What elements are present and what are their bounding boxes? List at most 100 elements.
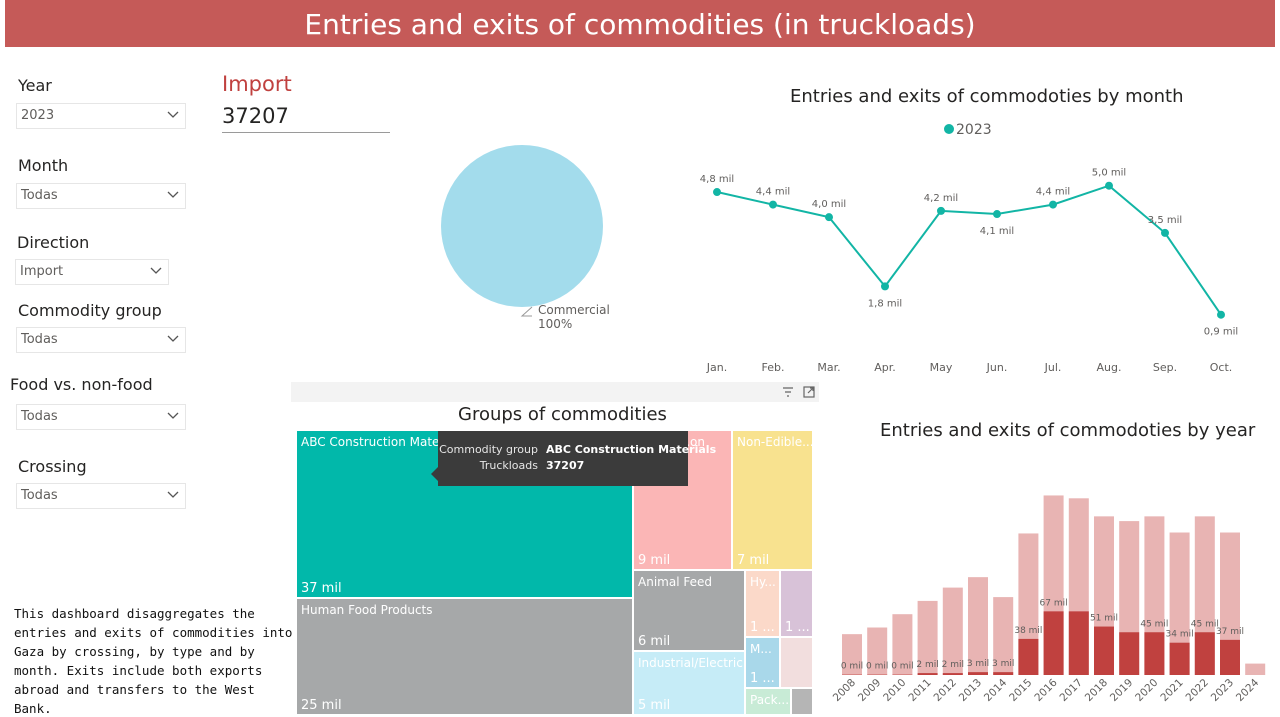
month-dropdown[interactable]: Todas [16, 183, 186, 209]
bar-total[interactable] [842, 634, 862, 675]
line-x-tick: Jan. [706, 361, 727, 374]
crossing-dropdown[interactable]: Todas [16, 483, 186, 509]
line-point[interactable] [1161, 228, 1169, 237]
bar-total[interactable] [917, 600, 938, 675]
bar-import[interactable] [1144, 632, 1165, 675]
card-value: 37207 [222, 104, 289, 128]
year-dropdown[interactable]: 2023 [16, 103, 186, 129]
direction-dropdown[interactable]: Import [15, 259, 169, 285]
treemap-cell-value: 5 mil [638, 698, 671, 713]
bar-x-tick: 2008 [831, 677, 858, 704]
bar-x-tick: 2020 [1133, 677, 1160, 704]
food-dropdown[interactable]: Todas [16, 404, 186, 430]
line-point[interactable] [993, 210, 1001, 219]
bar-data-label: 38 mil [1014, 626, 1042, 636]
treemap-tooltip: Commodity group ABC Construction Materia… [431, 431, 716, 486]
line-point[interactable] [881, 282, 889, 291]
bar-total[interactable] [1245, 663, 1266, 675]
month-dropdown-value: Todas [21, 188, 58, 203]
chevron-down-icon [167, 335, 179, 342]
bar-x-tick: 2016 [1032, 676, 1060, 704]
treemap-cell[interactable]: Animal Feed 6 mil [633, 570, 745, 651]
treemap-cell[interactable]: Industrial/Electric... 5 mil [633, 651, 745, 715]
treemap-cell[interactable]: Non-Edible... 7 mil [732, 430, 813, 570]
month-slicer-label: Month [18, 156, 69, 175]
bar-import[interactable] [917, 673, 938, 675]
commodity-group-dropdown[interactable]: Todas [16, 327, 186, 353]
commodity-group-slicer-label: Commodity group [18, 301, 162, 320]
chevron-down-icon [167, 412, 179, 419]
bar-import[interactable] [1068, 611, 1089, 675]
pie-leader-line [520, 306, 533, 317]
bar-data-label: 67 mil [1040, 598, 1068, 608]
bar-data-label: 0 mil [841, 662, 863, 672]
bar-total[interactable] [1169, 532, 1190, 676]
treemap-cell[interactable]: Hy... 1 ... [745, 570, 780, 637]
bar-total[interactable] [867, 627, 888, 676]
direction-slicer-label: Direction [17, 233, 90, 252]
treemap-cell[interactable]: Human Food Products 25 mil [296, 598, 633, 715]
line-point[interactable] [769, 200, 777, 209]
line-x-tick: Sep. [1153, 361, 1177, 374]
line-x-tick: Feb. [762, 361, 785, 374]
bar-data-label: 3 mil [967, 659, 989, 669]
bar-import[interactable] [1119, 632, 1140, 675]
bar-import[interactable] [1043, 611, 1064, 675]
line-point[interactable] [825, 213, 833, 222]
bar-import[interactable] [993, 672, 1014, 675]
bar-chart-title: Entries and exits of commodoties by year [880, 420, 1256, 441]
treemap-cell[interactable] [791, 688, 813, 715]
treemap-cell[interactable]: M... 1 ... [745, 637, 780, 688]
bar-total[interactable] [892, 614, 913, 675]
bar-x-tick: 2010 [881, 677, 908, 704]
line-point[interactable] [1105, 181, 1113, 190]
treemap-cell-label: Human Food Products [301, 603, 433, 617]
bar-data-label: 51 mil [1090, 614, 1118, 624]
tooltip-arrow [431, 467, 438, 481]
bar-x-tick: 2015 [1007, 677, 1034, 704]
card-underline [222, 132, 390, 133]
bar-data-label: 0 mil [866, 662, 888, 672]
treemap-cell-label: M... [750, 642, 772, 656]
line-chart-legend: 2023 [944, 122, 992, 138]
pie-slice-commercial[interactable] [441, 145, 603, 307]
treemap-cell-value: 9 mil [638, 553, 671, 568]
filter-icon[interactable] [781, 385, 795, 399]
chevron-down-icon [167, 491, 179, 498]
bar-data-label: 3 mil [992, 659, 1014, 669]
bar-x-tick: 2012 [932, 677, 959, 704]
bar-x-tick: 2022 [1184, 677, 1211, 704]
treemap-cell-label: Non-Edible... [737, 435, 813, 449]
treemap-cell-value: 6 mil [638, 634, 671, 649]
treemap-cell-value: 1 ... [785, 620, 810, 635]
focus-mode-icon[interactable] [802, 385, 816, 399]
treemap-cell-value: 1 ... [750, 671, 775, 686]
treemap-cell[interactable]: Pack... [745, 688, 791, 715]
line-x-tick: Oct. [1210, 361, 1233, 374]
line-point[interactable] [713, 188, 721, 197]
dashboard-description: This dashboard disaggregates the entries… [14, 606, 293, 716]
bar-x-tick: 2011 [906, 677, 933, 704]
line-point[interactable] [937, 206, 945, 215]
bar-total[interactable] [993, 597, 1014, 675]
treemap-cell-label: Hy... [750, 575, 776, 589]
line-point[interactable] [1217, 310, 1225, 319]
year-dropdown-value: 2023 [21, 108, 55, 123]
treemap-cell[interactable] [780, 637, 813, 688]
line-point[interactable] [1049, 200, 1057, 209]
bar-total[interactable] [1220, 532, 1240, 676]
bar-import[interactable] [1169, 642, 1190, 675]
treemap-cell[interactable]: 1 ... [780, 570, 813, 637]
bar-import[interactable] [942, 673, 963, 675]
bar-import[interactable] [968, 672, 988, 675]
bar-total[interactable] [942, 587, 963, 675]
bar-total[interactable] [968, 577, 988, 675]
bar-import[interactable] [1194, 632, 1215, 675]
bar-data-label: 45 mil [1140, 619, 1168, 629]
pie-label: Commercial [538, 303, 610, 317]
bar-import[interactable] [1018, 638, 1039, 675]
line-data-label: 1,8 mil [868, 298, 902, 309]
treemap-cell-label: Industrial/Electric... [638, 656, 745, 670]
bar-import[interactable] [1094, 626, 1114, 675]
bar-import[interactable] [1220, 639, 1240, 675]
